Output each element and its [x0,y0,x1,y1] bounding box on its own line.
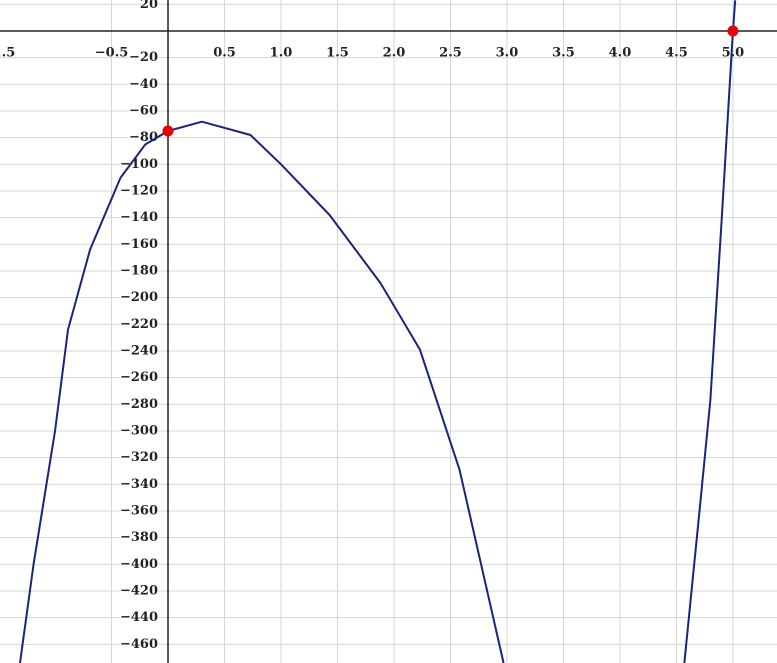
y-tick-label: −440 [120,610,158,625]
y-tick-label: −460 [120,637,158,652]
y-tick-label: −340 [120,477,158,492]
y-tick-label: −160 [120,237,158,252]
y-tick-label: −120 [120,184,158,199]
y-tick-label: −180 [120,264,158,279]
y-tick-label: −240 [120,344,158,359]
x-tick-label: 3.0 [496,46,519,61]
y-tick-label: −200 [120,290,158,305]
point [162,125,174,137]
x-tick-label: 4.0 [609,46,632,61]
point [727,25,739,37]
x-tick-label: 4.5 [665,46,688,61]
x-tick-label: 2.0 [383,46,406,61]
y-tick-label: −360 [120,504,158,519]
y-tick-label: −80 [129,130,158,145]
x-tick-label: 5.0 [722,46,745,61]
x-tick-label: −0.5 [95,46,129,61]
y-tick-label: −20 [129,50,158,65]
x-tick-label: 2.5 [439,46,462,61]
x-tick-label: −1.5 [0,46,15,61]
y-tick-label: −40 [129,77,158,92]
x-tick-label: 0.5 [213,46,236,61]
x-tick-label: 1.0 [270,46,293,61]
y-tick-label: 20 [140,0,158,12]
y-tick-label: −60 [129,104,158,119]
y-tick-label: −380 [120,530,158,545]
y-tick-label: −140 [120,210,158,225]
y-tick-label: −420 [120,584,158,599]
y-tick-label: −260 [120,370,158,385]
x-tick-label: 3.5 [552,46,575,61]
y-tick-label: −100 [120,157,158,172]
y-tick-label: −220 [120,317,158,332]
y-tick-label: −320 [120,450,158,465]
x-tick-label: 1.5 [326,46,349,61]
y-tick-label: −300 [120,424,158,439]
y-tick-label: −280 [120,397,158,412]
y-tick-label: −400 [120,557,158,572]
